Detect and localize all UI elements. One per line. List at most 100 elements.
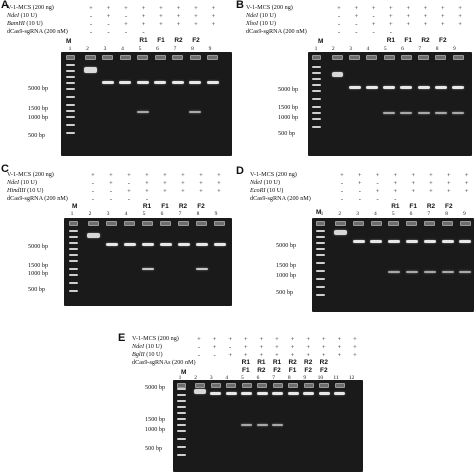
ladder-band	[177, 406, 186, 408]
lane-code: F2	[320, 367, 328, 374]
dna-band	[400, 86, 412, 89]
lane-symbol: +	[458, 21, 462, 28]
dna-band	[172, 81, 184, 84]
dna-band	[160, 243, 172, 246]
ladder-band	[177, 394, 186, 396]
lane-symbol: +	[458, 13, 462, 20]
lane-symbol: +	[199, 188, 203, 195]
size-label-5000: 5000 bp	[28, 243, 49, 250]
lane-symbol: -	[107, 21, 110, 28]
lane-symbol: -	[145, 196, 149, 203]
ladder-band	[66, 70, 75, 72]
well	[172, 55, 183, 60]
gel-image	[312, 218, 474, 312]
lane-symbol: +	[145, 180, 149, 187]
ladder-band	[312, 118, 321, 120]
lane-number: 6	[401, 46, 404, 52]
lane-symbol: +	[306, 352, 311, 359]
lane-number: 1	[314, 46, 318, 52]
lane-symbol: -	[229, 344, 232, 351]
dna-band	[178, 243, 190, 246]
ladder-band	[316, 236, 325, 238]
dna-band	[241, 424, 252, 426]
dna-band	[334, 392, 345, 395]
lane-number: 3	[103, 46, 107, 52]
well	[211, 383, 221, 388]
ladder-band	[312, 78, 321, 80]
lane-symbol: +	[353, 352, 357, 359]
lane-symbol: +	[243, 344, 248, 351]
lane-symbol: -	[89, 21, 93, 28]
ladder-band	[316, 270, 325, 272]
well	[195, 383, 205, 388]
lane-symbol: +	[109, 172, 113, 179]
lane-symbol: +	[127, 172, 131, 179]
lane-number: 7	[272, 375, 275, 381]
lane-symbol: +	[228, 352, 233, 359]
lane-symbol: +	[199, 180, 203, 187]
lane-symbol: +	[440, 13, 445, 20]
lane-symbol: +	[337, 5, 341, 12]
well	[384, 55, 395, 60]
lane-symbol: +	[354, 5, 359, 12]
well	[332, 55, 343, 60]
lane-symbol: +	[217, 172, 221, 179]
well	[335, 221, 346, 226]
lane-symbol: +	[446, 172, 451, 179]
lane-symbol: -	[89, 13, 93, 20]
condition-label-row4: dCas9-sgRNA (200 nM)	[250, 195, 311, 202]
ladder-band	[66, 132, 75, 134]
dna-band	[189, 81, 201, 84]
lane-symbol: +	[275, 336, 279, 343]
lane-number: 8	[435, 46, 439, 52]
panel-label: C	[1, 163, 9, 175]
dna-band	[257, 424, 268, 426]
ladder-band	[69, 242, 78, 244]
lane-number: 9	[463, 211, 466, 217]
lane-number: 7	[173, 46, 177, 52]
size-label-5000: 5000 bp	[278, 86, 299, 93]
panel-c: C V-1-MCS (200 ng) NdeI (10 U) HindIII (…	[0, 163, 232, 308]
lane-symbol: +	[217, 180, 221, 187]
lane-symbol: +	[464, 180, 469, 187]
panel-a: A V-1-MCS (200 ng) NdeI (10 U) BamHI (10…	[0, 0, 232, 160]
panel-label: D	[236, 165, 244, 177]
lane-symbol: +	[429, 180, 433, 187]
condition-label-row1: V-1-MCS (200 ng)	[7, 4, 54, 11]
dna-band	[196, 268, 208, 270]
lane-code: R1	[139, 37, 148, 44]
size-label-500: 500 bp	[276, 289, 294, 296]
dna-band	[124, 243, 136, 246]
ladder-band	[316, 242, 325, 244]
lane-symbol: +	[211, 5, 216, 12]
well	[190, 55, 201, 60]
well	[418, 55, 429, 60]
lane-symbol: -	[340, 188, 344, 195]
lane-number: 2	[88, 211, 92, 217]
lane-code: R1	[142, 203, 152, 210]
dna-band	[226, 392, 237, 395]
condition-label-row3: EcoRI (10 U)	[250, 187, 284, 194]
lane-symbol: +	[124, 21, 128, 28]
ladder-band	[312, 126, 321, 128]
lane-symbol: +	[440, 5, 445, 12]
dna-band	[435, 86, 447, 89]
lane-symbol: +	[181, 188, 185, 195]
dna-band	[189, 111, 201, 113]
ladder-band	[66, 116, 75, 118]
lane-symbol: +	[429, 188, 433, 195]
lane-symbol: +	[353, 344, 357, 351]
gel-image	[173, 380, 363, 472]
lane-symbol: +	[393, 180, 398, 187]
ladder-band	[316, 286, 325, 288]
size-label-500: 500 bp	[145, 445, 163, 452]
lane-code: R1	[241, 359, 250, 366]
condition-label-row3: BglII (10 U)	[132, 351, 163, 358]
ladder-band	[312, 90, 321, 92]
lane-symbol: +	[290, 344, 295, 351]
ladder-band	[66, 88, 75, 90]
size-label-500: 500 bp	[278, 130, 296, 137]
size-label-1500: 1500 bp	[28, 262, 49, 269]
lane-symbol: +	[181, 180, 185, 187]
marker-label: M	[66, 38, 72, 45]
